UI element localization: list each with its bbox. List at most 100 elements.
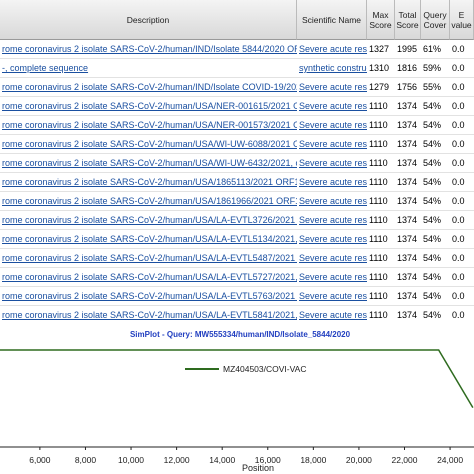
row-cell: 1995 [395,40,421,59]
row-cell: 0.0 [450,173,474,192]
column-header[interactable]: Description [0,0,297,40]
row-link[interactable]: Severe acute res... [297,97,367,116]
row-cell: 1374 [395,230,421,249]
row-cell: 1110 [367,173,395,192]
row-link[interactable]: Severe acute res... [297,173,367,192]
row-link[interactable]: rome coronavirus 2 isolate SARS-CoV-2/hu… [0,135,297,154]
x-tick-label: 14,000 [209,455,235,465]
row-cell: 1110 [367,268,395,287]
row-cell: 59% [421,59,450,78]
row-cell: 0.0 [450,249,474,268]
row-link[interactable]: Severe acute res... [297,230,367,249]
results-table: Description Scientific Name Max Score Total… [0,0,474,322]
row-link[interactable]: rome coronavirus 2 isolate SARS-CoV-2/hu… [0,78,297,97]
row-cell: 1110 [367,306,395,322]
row-cell: 54% [421,154,450,173]
row-cell: 1110 [367,154,395,173]
row-cell: 54% [421,306,450,322]
row-cell: 1374 [395,173,421,192]
row-cell: 1374 [395,268,421,287]
row-link[interactable]: Severe acute res... [297,135,367,154]
legend-label: MZ404503/COVI-VAC [223,364,306,374]
row-link[interactable]: rome coronavirus 2 isolate SARS-CoV-2/hu… [0,287,297,306]
row-link[interactable]: Severe acute res... [297,306,367,322]
row-cell: 1374 [395,249,421,268]
row-cell: 1374 [395,154,421,173]
row-cell: 54% [421,135,450,154]
row-cell: 1110 [367,97,395,116]
row-cell: 1110 [367,287,395,306]
x-tick-label: 10,000 [118,455,144,465]
row-cell: 1374 [395,135,421,154]
row-cell: 54% [421,211,450,230]
x-tick-label: 24,000 [437,455,463,465]
row-cell: 1279 [367,78,395,97]
row-cell: 0.0 [450,306,474,322]
row-link[interactable]: Severe acute res... [297,116,367,135]
row-cell: 54% [421,116,450,135]
column-header[interactable]: Query Cover [421,0,450,40]
row-cell: 54% [421,268,450,287]
row-cell: 1374 [395,306,421,322]
row-link[interactable]: Severe acute res... [297,154,367,173]
x-tick-label: 8,000 [75,455,97,465]
row-link[interactable]: Severe acute res... [297,40,367,59]
row-cell: 1374 [395,211,421,230]
row-link[interactable]: rome coronavirus 2 isolate SARS-CoV-2/hu… [0,268,297,287]
row-link[interactable]: Severe acute res... [297,268,367,287]
row-link[interactable]: rome coronavirus 2 isolate SARS-CoV-2/hu… [0,173,297,192]
row-cell: 0.0 [450,40,474,59]
row-cell: 0.0 [450,116,474,135]
row-cell: 54% [421,97,450,116]
row-link[interactable]: Severe acute res... [297,211,367,230]
row-cell: 0.0 [450,59,474,78]
row-cell: 54% [421,249,450,268]
row-cell: 1110 [367,135,395,154]
row-link[interactable]: rome coronavirus 2 isolate SARS-CoV-2/hu… [0,154,297,173]
row-cell: 1816 [395,59,421,78]
x-tick-label: 18,000 [300,455,326,465]
row-cell: 0.0 [450,78,474,97]
row-cell: 0.0 [450,211,474,230]
row-cell: 1374 [395,97,421,116]
column-header[interactable]: Max Score [367,0,395,40]
x-tick-label: 6,000 [29,455,51,465]
row-cell: 1110 [367,211,395,230]
column-header[interactable]: E value [450,0,474,40]
row-cell: 1374 [395,287,421,306]
row-cell: 1110 [367,230,395,249]
row-cell: 55% [421,78,450,97]
row-cell: 1110 [367,249,395,268]
row-link[interactable]: Severe acute res... [297,249,367,268]
row-link[interactable]: rome coronavirus 2 isolate SARS-CoV-2/hu… [0,192,297,211]
row-cell: 1327 [367,40,395,59]
row-cell: 1310 [367,59,395,78]
row-cell: 54% [421,192,450,211]
row-cell: 0.0 [450,154,474,173]
x-tick-label: 22,000 [391,455,417,465]
row-link[interactable]: rome coronavirus 2 isolate SARS-CoV-2/hu… [0,230,297,249]
row-cell: 1110 [367,192,395,211]
column-header[interactable]: Total Score [395,0,421,40]
row-link[interactable]: -, complete sequence [0,59,297,78]
row-cell: 54% [421,173,450,192]
x-axis-label: Position [242,463,274,473]
simplot-chart: SimPlot - Query: MW555334/human/IND/Isol… [0,330,474,473]
row-link[interactable]: Severe acute res... [297,287,367,306]
row-link[interactable]: rome coronavirus 2 isolate SARS-CoV-2/hu… [0,211,297,230]
row-cell: 54% [421,230,450,249]
row-link[interactable]: rome coronavirus 2 isolate SARS-CoV-2/hu… [0,40,297,59]
row-link[interactable]: rome coronavirus 2 isolate SARS-CoV-2/hu… [0,249,297,268]
row-cell: 0.0 [450,268,474,287]
row-cell: 1374 [395,116,421,135]
row-link[interactable]: Severe acute res... [297,78,367,97]
row-link[interactable]: synthetic construct [297,59,367,78]
x-tick-label: 16,000 [255,455,281,465]
row-link[interactable]: rome coronavirus 2 isolate SARS-CoV-2/hu… [0,116,297,135]
column-header[interactable]: Scientific Name [297,0,367,40]
row-link[interactable]: rome coronavirus 2 isolate SARS-CoV-2/hu… [0,97,297,116]
row-link[interactable]: Severe acute res... [297,192,367,211]
row-link[interactable]: rome coronavirus 2 isolate SARS-CoV-2/hu… [0,306,297,322]
row-cell: 1756 [395,78,421,97]
